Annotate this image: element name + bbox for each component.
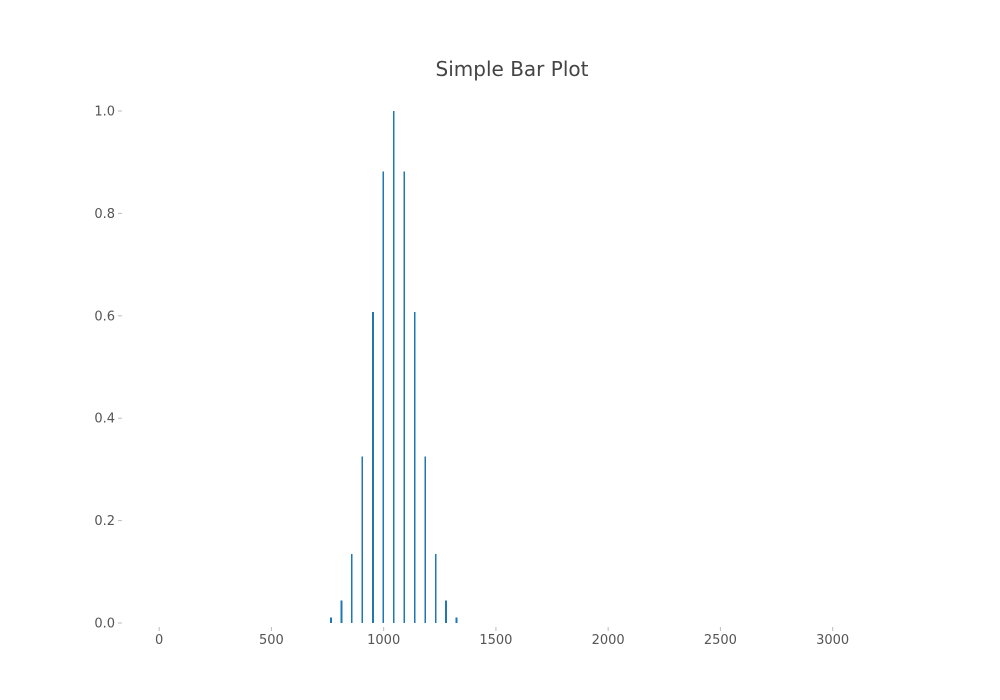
bar	[403, 562, 406, 623]
bar	[392, 553, 395, 623]
bar	[424, 456, 427, 623]
y-axis: 0.0 0.2 0.4 0.6 0.8 1.0	[94, 105, 122, 632]
x-tick-label: 500	[259, 633, 284, 648]
x-tick-label: 1000	[367, 633, 400, 648]
bar	[445, 620, 447, 623]
bar	[382, 171, 385, 623]
bar	[382, 562, 385, 623]
bar	[371, 312, 374, 623]
bar	[455, 617, 458, 623]
x-tick-label: 0	[155, 633, 163, 648]
y-tick-label: 0.0	[94, 617, 115, 632]
y-tick-label: 1.0	[94, 105, 115, 120]
x-tick-label: 3000	[816, 633, 849, 648]
bar	[361, 456, 364, 623]
bar	[424, 600, 427, 623]
x-axis: 0 500 1000 1500 2000 2500 3000	[155, 627, 849, 648]
bar	[371, 581, 374, 623]
bars	[330, 111, 458, 623]
y-tick-label: 0.8	[94, 207, 115, 222]
bar	[361, 600, 364, 623]
bar	[434, 613, 437, 623]
bar	[340, 600, 343, 623]
bar	[392, 111, 395, 623]
chart-title: Simple Bar Plot	[436, 57, 589, 81]
x-tick-label: 2500	[704, 633, 737, 648]
bar	[403, 171, 406, 623]
bar	[350, 553, 353, 623]
bar	[330, 617, 332, 623]
bar	[434, 553, 437, 623]
y-tick-label: 0.6	[94, 309, 115, 324]
y-tick-label: 0.4	[94, 412, 115, 427]
y-tick-label: 0.2	[94, 514, 115, 529]
bar	[413, 312, 416, 623]
bar	[445, 600, 447, 623]
x-tick-label: 1500	[479, 633, 512, 648]
x-tick-label: 2000	[592, 633, 625, 648]
bar	[413, 581, 416, 623]
